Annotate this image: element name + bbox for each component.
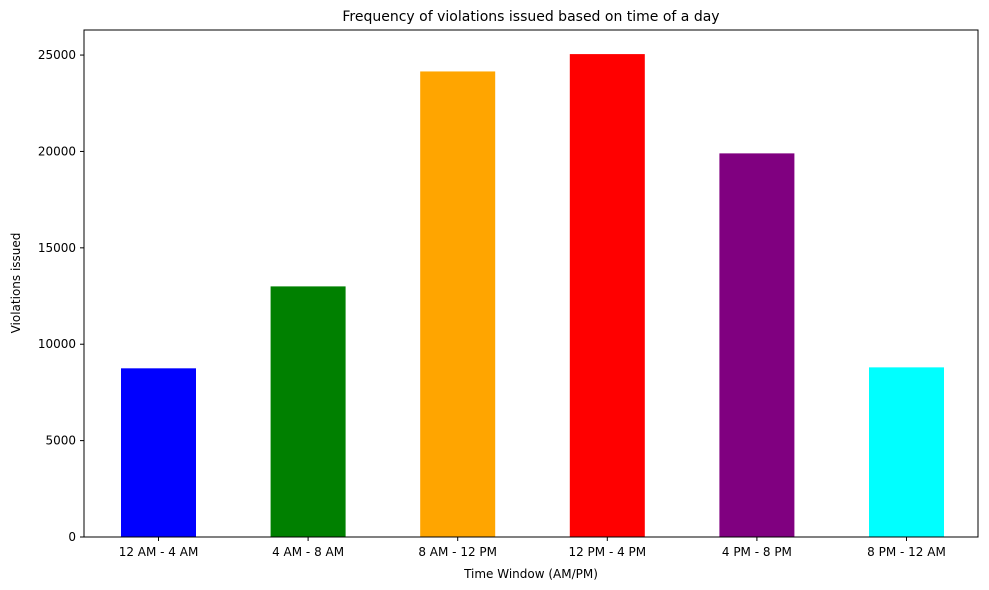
y-tick-label-5000: 5000 [45,434,76,448]
y-axis: 0 5000 10000 15000 20000 25000 [38,48,84,544]
bar-1 [121,368,196,537]
x-axis: 12 AM - 4 AM 4 AM - 8 AM 8 AM - 12 PM 12 PM… [119,537,946,559]
y-tick-label-25000: 25000 [38,48,76,62]
x-tick-label-5: 4 PM - 8 PM [722,545,792,559]
bar-2 [270,286,346,537]
chart-title: Frequency of violations issued based on … [342,9,719,25]
x-tick-label-1: 12 AM - 4 AM [119,545,199,559]
bar-4 [569,54,645,538]
y-tick-label-15000: 15000 [38,241,76,255]
y-tick-label-10000: 10000 [38,337,76,351]
x-tick-label-2: 4 AM - 8 AM [272,545,344,559]
bar-6 [869,367,944,537]
x-tick-label-6: 8 PM - 12 AM [867,545,946,559]
y-axis-label: Violations issued [9,233,23,334]
x-tick-label-4: 12 PM - 4 PM [568,545,646,559]
x-axis-label: Time Window (AM/PM) [463,567,598,581]
x-tick-label-3: 8 AM - 12 PM [418,545,497,559]
y-tick-label-20000: 20000 [38,144,76,158]
y-tick-label-0: 0 [68,530,76,544]
bar-3 [420,71,496,537]
bars-group [121,54,944,538]
plot-frame [83,29,979,538]
bar-5 [719,153,795,538]
